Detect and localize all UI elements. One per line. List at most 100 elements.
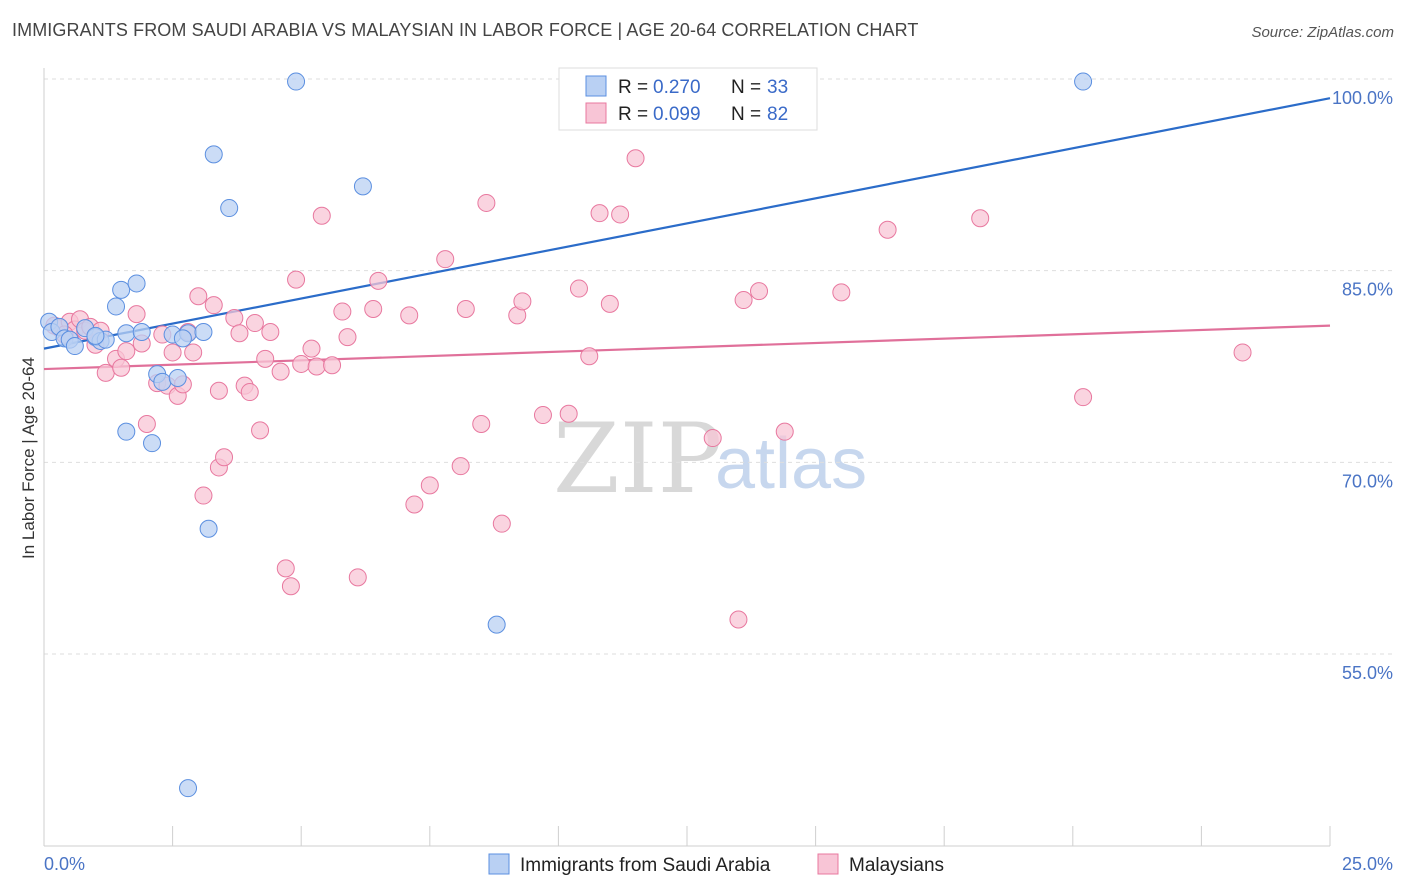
data-point-saudi-arabia xyxy=(353,177,372,196)
data-point-malaysians xyxy=(750,282,769,301)
data-point-malaysians xyxy=(189,287,208,306)
data-point-malaysians xyxy=(477,193,496,212)
data-point-malaysians xyxy=(703,429,722,448)
data-point-malaysians xyxy=(338,328,357,347)
data-point-malaysians xyxy=(559,404,578,423)
stats-legend: R = 0.270 N = 33 R = 0.099 N = 82 xyxy=(558,67,818,131)
data-point-malaysians xyxy=(127,305,146,324)
data-point-malaysians xyxy=(163,343,182,362)
data-point-malaysians xyxy=(775,422,794,441)
y-axis-label: In Labor Force | Age 20-64 xyxy=(19,357,38,559)
trend-line-saudi-arabia xyxy=(43,97,1331,350)
data-point-malaysians xyxy=(112,358,131,377)
data-point-saudi-arabia xyxy=(107,297,126,316)
watermark-zip-text: ZIP xyxy=(553,403,722,515)
data-point-malaysians xyxy=(472,415,491,433)
chart-title: IMMIGRANTS FROM SAUDI ARABIA VS MALAYSIA… xyxy=(12,20,919,40)
data-point-malaysians xyxy=(281,577,300,596)
data-point-malaysians xyxy=(734,291,753,310)
data-point-malaysians xyxy=(312,206,331,225)
source-credit: Source: ZipAtlas.com xyxy=(1251,24,1394,41)
gridlines xyxy=(44,78,1393,655)
data-point-malaysians xyxy=(256,349,275,368)
legend-pink-r-value: 0.099 xyxy=(653,104,701,125)
data-point-malaysians xyxy=(307,357,326,376)
data-point-malaysians xyxy=(137,415,156,433)
data-point-malaysians xyxy=(451,457,470,476)
series-legend-pink-swatch xyxy=(817,853,839,875)
data-point-saudi-arabia xyxy=(117,324,136,343)
data-point-malaysians xyxy=(117,342,136,361)
data-point-malaysians xyxy=(302,339,321,358)
saudi-arabia-points xyxy=(40,72,1093,798)
y-tick-labels: 55.0% 70.0% 85.0% 100.0% xyxy=(1332,88,1393,683)
data-point-saudi-arabia xyxy=(220,199,239,218)
data-point-saudi-arabia xyxy=(112,280,131,299)
data-point-malaysians xyxy=(590,204,609,223)
data-point-malaysians xyxy=(600,294,619,313)
data-point-malaysians xyxy=(436,250,455,269)
data-point-malaysians xyxy=(513,292,532,311)
data-point-saudi-arabia xyxy=(204,145,223,164)
y-tick-label: 55.0% xyxy=(1342,663,1393,683)
data-point-malaysians xyxy=(878,220,897,239)
zipatlas-watermark: ZIP atlas xyxy=(553,403,867,515)
data-point-saudi-arabia xyxy=(199,519,218,538)
data-point-saudi-arabia xyxy=(127,274,146,293)
legend-pink-r-label: R = xyxy=(618,104,648,125)
data-point-saudi-arabia xyxy=(65,337,84,356)
data-point-malaysians xyxy=(184,343,203,362)
data-point-malaysians xyxy=(287,270,306,289)
data-point-malaysians xyxy=(333,302,352,321)
data-point-malaysians xyxy=(569,279,588,298)
data-point-malaysians xyxy=(369,271,388,290)
data-point-saudi-arabia xyxy=(194,323,213,341)
data-point-malaysians xyxy=(1233,343,1252,362)
legend-blue-r-value: 0.270 xyxy=(653,77,701,98)
data-point-malaysians xyxy=(456,300,475,318)
data-point-malaysians xyxy=(729,610,748,629)
data-point-malaysians xyxy=(230,324,249,343)
data-point-saudi-arabia xyxy=(168,369,187,387)
x-tick-label-min: 0.0% xyxy=(44,854,85,874)
y-tick-label: 70.0% xyxy=(1342,471,1393,491)
data-point-saudi-arabia xyxy=(287,72,306,91)
data-point-malaysians xyxy=(1074,388,1093,407)
data-point-malaysians xyxy=(225,308,244,327)
data-point-malaysians xyxy=(492,514,511,533)
data-point-saudi-arabia xyxy=(86,326,105,345)
series-legend: Immigrants from Saudi Arabia Malaysians xyxy=(488,853,944,876)
legend-pink-n-value: 82 xyxy=(767,104,788,125)
data-point-malaysians xyxy=(971,209,990,228)
data-point-malaysians xyxy=(204,296,223,315)
data-point-malaysians xyxy=(348,568,367,587)
data-point-malaysians xyxy=(245,314,264,333)
data-point-malaysians xyxy=(400,306,419,325)
legend-blue-swatch xyxy=(585,75,607,97)
data-point-malaysians xyxy=(271,362,290,381)
data-point-malaysians xyxy=(611,205,630,224)
data-point-malaysians xyxy=(215,448,234,467)
legend-pink-n-label: N = xyxy=(731,104,761,125)
data-point-malaysians xyxy=(251,421,270,440)
data-point-malaysians xyxy=(209,381,228,400)
malaysians-points xyxy=(45,149,1252,629)
data-point-saudi-arabia xyxy=(487,615,506,634)
y-tick-label: 100.0% xyxy=(1332,88,1393,108)
data-point-malaysians xyxy=(405,495,424,514)
x-ticks xyxy=(43,826,1331,846)
data-point-malaysians xyxy=(261,323,280,341)
legend-blue-r-label: R = xyxy=(618,77,648,98)
series-legend-blue-label: Immigrants from Saudi Arabia xyxy=(520,855,771,876)
legend-blue-n-value: 33 xyxy=(767,77,788,98)
data-point-saudi-arabia xyxy=(179,779,198,798)
data-point-malaysians xyxy=(420,476,439,495)
y-tick-label: 85.0% xyxy=(1342,280,1393,300)
data-point-malaysians xyxy=(364,300,383,318)
data-point-saudi-arabia xyxy=(117,422,136,441)
data-point-malaysians xyxy=(292,354,311,373)
data-point-malaysians xyxy=(240,383,259,402)
data-point-saudi-arabia xyxy=(143,434,162,453)
data-point-malaysians xyxy=(580,347,599,366)
